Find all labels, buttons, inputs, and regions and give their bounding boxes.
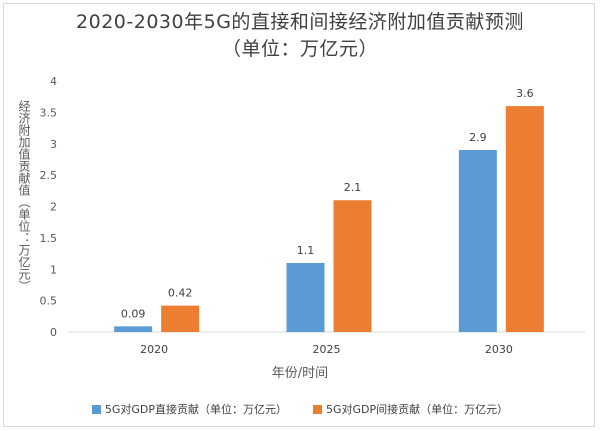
bar-indirect [161, 305, 200, 332]
x-tick-label: 2025 [313, 343, 341, 356]
y-tick-label: 4 [50, 75, 57, 88]
data-label-indirect: 0.42 [168, 287, 193, 300]
data-label-direct: 0.09 [121, 307, 146, 320]
chart-title: 2020-2030年5G的直接和间接经济附加值贡献预测 [76, 11, 524, 33]
y-tick-label: 3 [50, 138, 57, 151]
x-tick-label: 2020 [140, 343, 168, 356]
bar-direct [286, 262, 325, 332]
legend-item-direct: 5G对GDP直接贡献（单位：万亿元） [91, 401, 287, 417]
x-tick-label: 2030 [485, 343, 513, 356]
bar-indirect [505, 106, 544, 332]
y-tick-label: 3.5 [40, 106, 58, 119]
bar-indirect [333, 200, 372, 332]
data-label-indirect: 3.6 [516, 87, 534, 100]
legend-swatch-direct [91, 404, 101, 414]
bar-direct [458, 150, 497, 332]
x-axis-label: 年份/时间 [271, 366, 329, 381]
chart-subtitle: （单位：万亿元） [221, 38, 378, 60]
y-tick-label: 2.5 [40, 169, 58, 182]
y-tick-label: 2 [50, 201, 57, 214]
data-label-indirect: 2.1 [344, 181, 362, 194]
legend-label-indirect: 5G对GDP间接贡献（单位：万亿元） [326, 403, 509, 416]
legend: 5G对GDP直接贡献（单位：万亿元） 5G对GDP间接贡献（单位：万亿元） [0, 401, 600, 417]
y-tick-label: 0 [50, 326, 57, 339]
data-label-direct: 1.1 [297, 244, 315, 257]
legend-swatch-indirect [313, 404, 322, 414]
y-tick-label: 1.5 [40, 232, 58, 245]
data-label-direct: 2.9 [469, 131, 487, 144]
legend-item-indirect: 5G对GDP间接贡献（单位：万亿元） [313, 401, 508, 417]
y-tick-label: 1 [50, 263, 57, 276]
legend-label-direct: 5G对GDP直接贡献（单位：万亿元） [104, 403, 287, 416]
y-axis-label: 经济附加值贡献值（单位：万亿元） [17, 100, 31, 292]
bar-direct [114, 326, 153, 332]
y-tick-label: 0.5 [40, 295, 58, 308]
